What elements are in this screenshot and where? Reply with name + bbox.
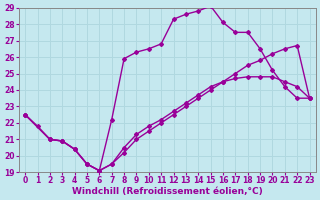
X-axis label: Windchill (Refroidissement éolien,°C): Windchill (Refroidissement éolien,°C) xyxy=(72,187,263,196)
